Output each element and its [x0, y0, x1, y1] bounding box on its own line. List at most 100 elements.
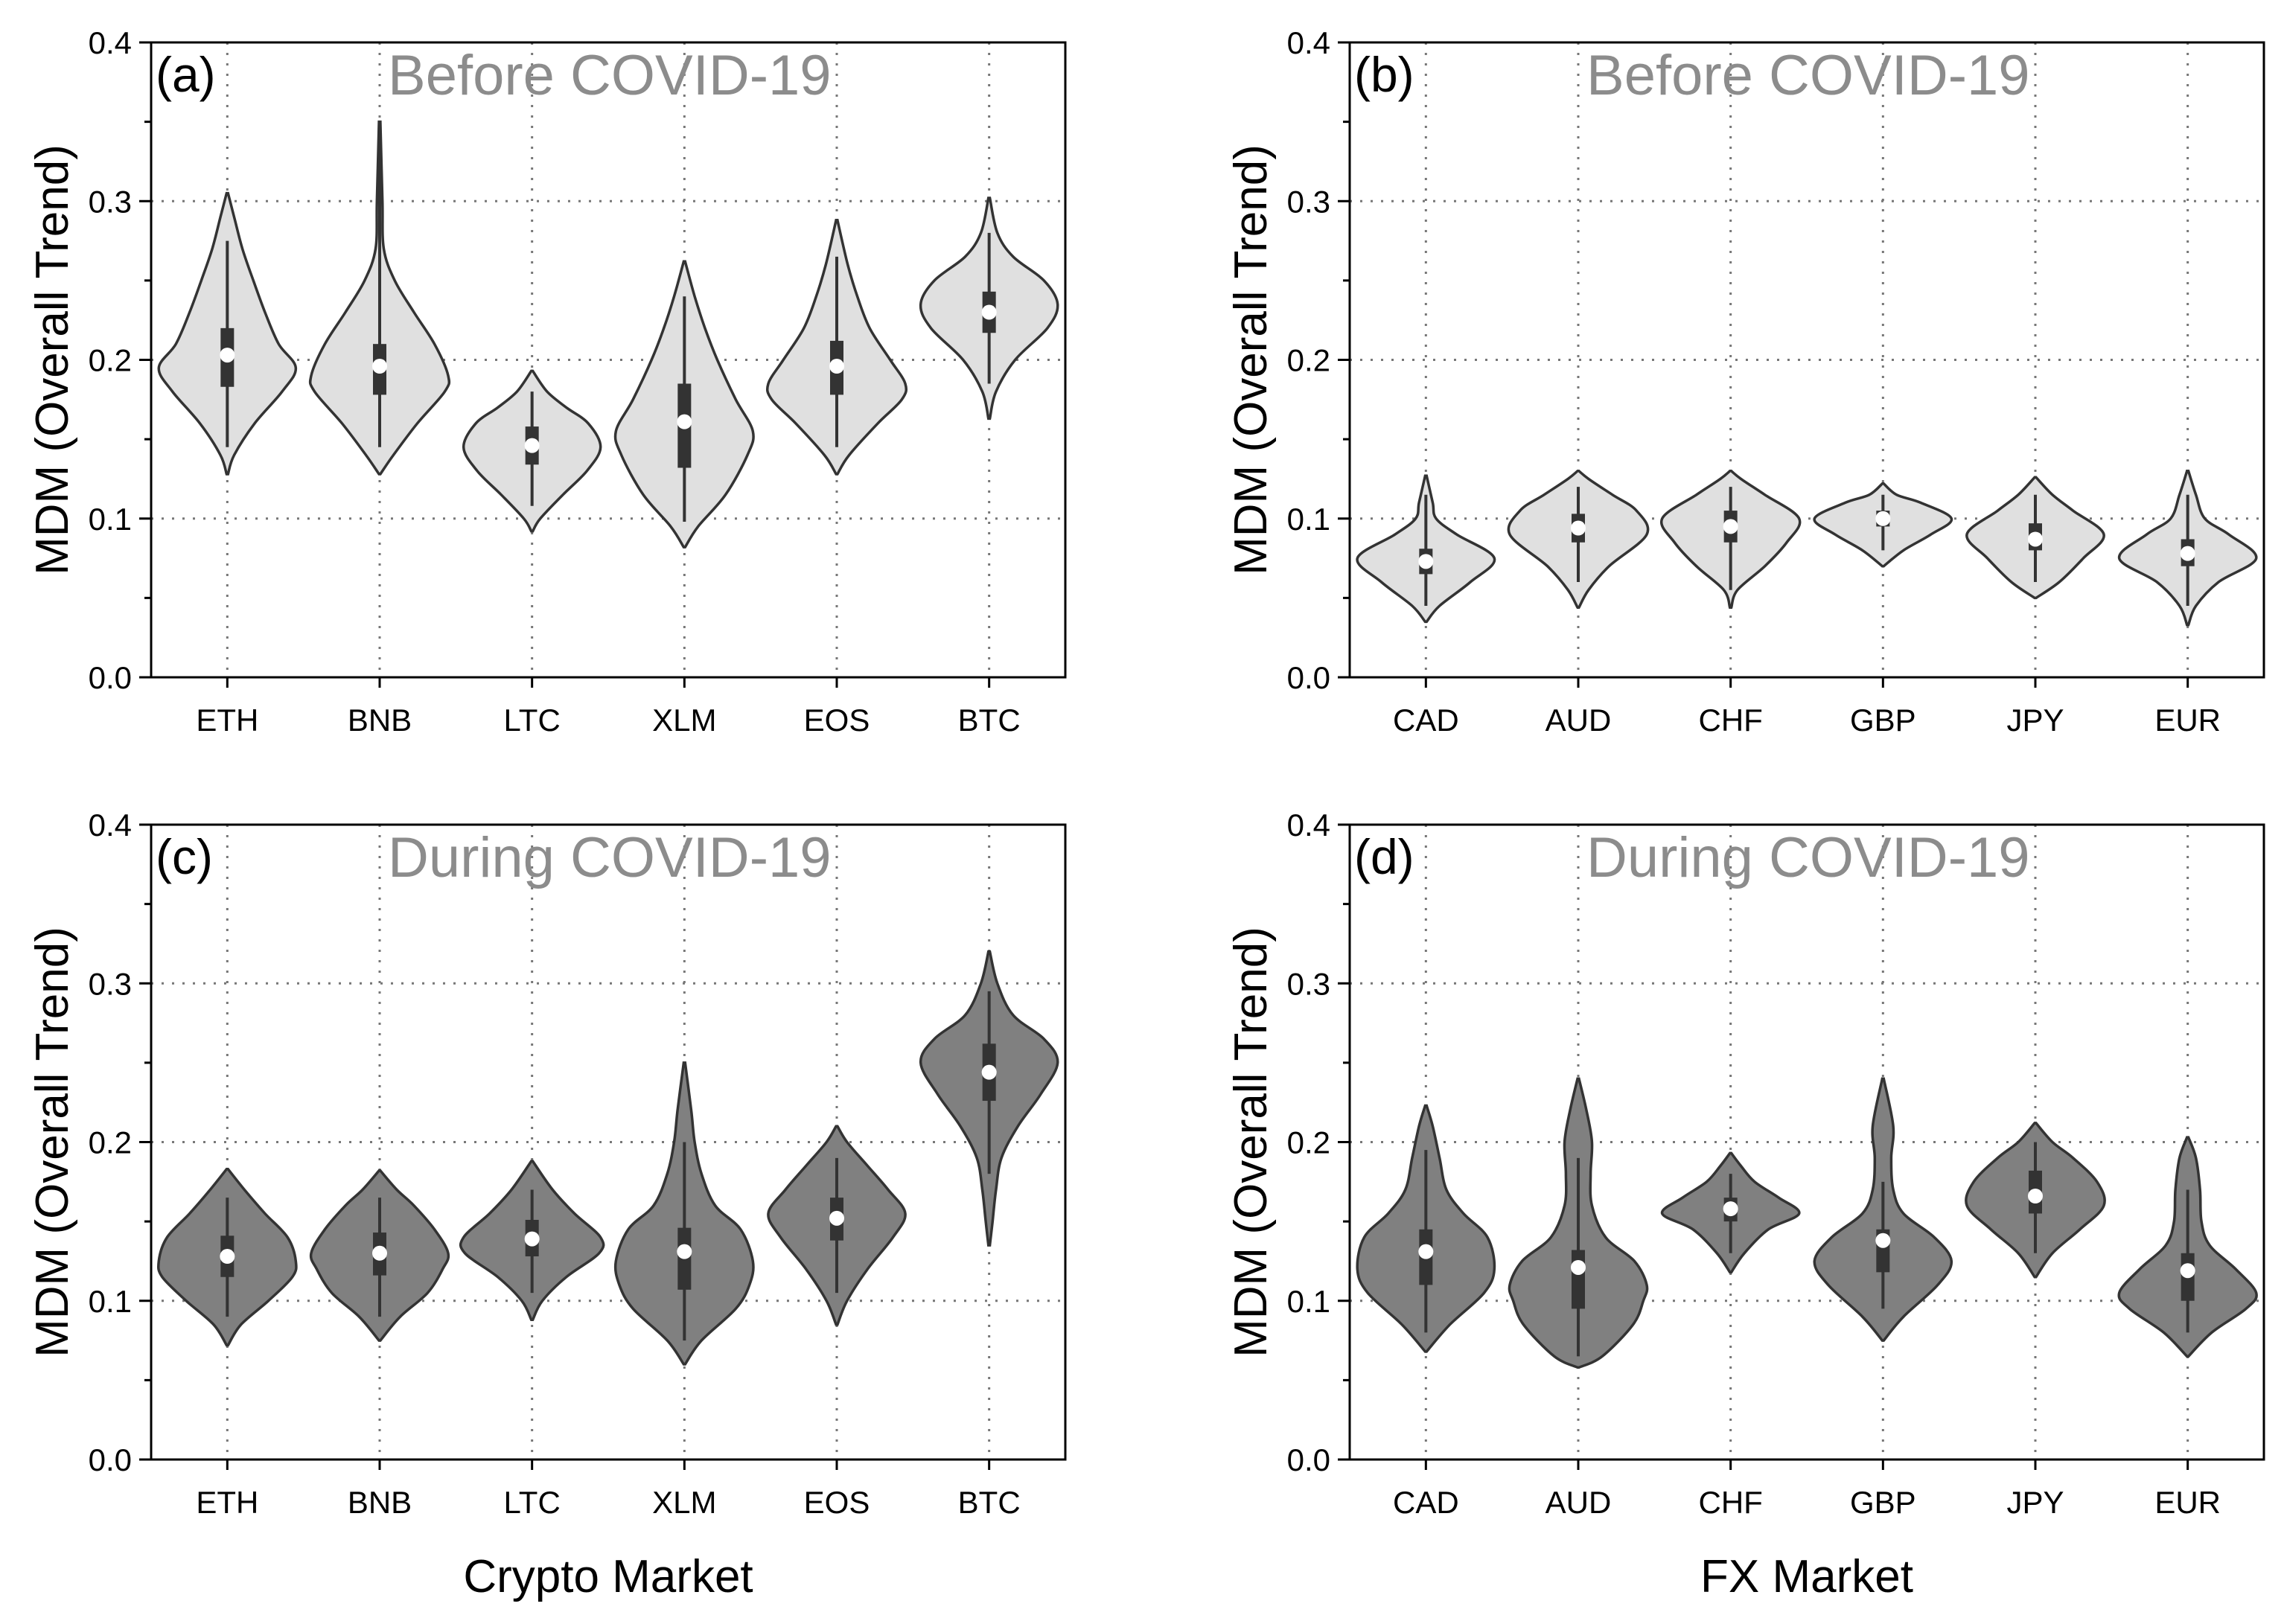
violin-median — [829, 359, 844, 374]
violin-median — [1875, 511, 1891, 526]
violin-btc — [919, 196, 1059, 421]
violin-eos — [765, 219, 908, 476]
violin-aud — [1507, 470, 1650, 609]
y-axis-title: MDM (Overall Trend) — [27, 927, 78, 1358]
violin-median — [2028, 1189, 2043, 1204]
violin-median — [220, 1249, 235, 1265]
violin-bnb — [309, 1169, 450, 1342]
x-tick-label: BTC — [958, 1485, 1021, 1520]
x-tick-label: AUD — [1545, 703, 1612, 738]
violin-bnb — [308, 120, 451, 476]
panel-label: (a) — [156, 47, 216, 102]
panel-title: Before COVID-19 — [1586, 44, 2030, 107]
violin-median — [981, 304, 997, 320]
y-tick-label: 0.2 — [89, 343, 132, 378]
violin-median — [372, 359, 387, 374]
x-tick-label: CAD — [1393, 703, 1459, 738]
panel-d: 0.0 0.1 0.2 0.3 0.4 CAD AUD CHF GBP JPY EUR (d) Duri… — [1225, 808, 2265, 1602]
x-tick-label: ETH — [196, 703, 258, 738]
panel-title: During COVID-19 — [1586, 826, 2030, 889]
violin-jpy — [1965, 1122, 2106, 1279]
y-tick-label: 0.3 — [1287, 966, 1330, 1001]
y-tick-label: 0.2 — [1287, 1125, 1330, 1160]
y-tick-label: 0.0 — [1287, 660, 1330, 695]
y-tick-label: 0.1 — [1287, 1284, 1330, 1319]
violin-ltc — [459, 1160, 605, 1322]
violin-median — [372, 1245, 387, 1261]
x-tick-label: JPY — [2006, 703, 2064, 738]
y-tick-label: 0.4 — [89, 25, 132, 60]
violin-eos — [767, 1125, 907, 1326]
violin-xlm — [613, 1061, 755, 1366]
panel-label: (d) — [1354, 829, 1414, 884]
violin-median — [1723, 519, 1738, 534]
y-tick-label: 0.2 — [1287, 343, 1330, 378]
x-tick-label: LTC — [504, 1485, 561, 1520]
panel-label: (c) — [156, 829, 213, 884]
x-tick-label: ETH — [196, 1485, 258, 1520]
x-tick-label: CHF — [1699, 703, 1763, 738]
x-axis-title: FX Market — [1700, 1551, 1913, 1602]
x-tick-label: GBP — [1850, 703, 1916, 738]
x-axis-title: Crypto Market — [463, 1551, 753, 1602]
y-tick-label: 0.2 — [89, 1125, 132, 1160]
violin-eth — [157, 191, 298, 476]
x-tick-label: BTC — [958, 703, 1021, 738]
panel-b: 0.0 0.1 0.2 0.3 0.4 CAD AUD CHF GBP JPY EUR (b) Befo… — [1225, 25, 2265, 738]
violin-median — [220, 348, 235, 363]
violin-median — [2028, 531, 2043, 547]
violin-cad — [1356, 1104, 1496, 1353]
y-tick-label: 0.4 — [1287, 25, 1330, 60]
violin-eur — [2117, 1136, 2258, 1358]
panel-title: During COVID-19 — [388, 826, 832, 889]
violin-median — [677, 414, 692, 429]
x-tick-label: EOS — [804, 1485, 870, 1520]
x-tick-label: BNB — [348, 703, 412, 738]
violin-median — [524, 1231, 540, 1247]
violin-median — [1723, 1201, 1738, 1217]
x-tick-label: AUD — [1545, 1485, 1612, 1520]
violin-median — [677, 1244, 692, 1259]
y-tick-label: 0.1 — [89, 1284, 132, 1319]
violin-xlm — [613, 260, 755, 549]
x-tick-label: CHF — [1699, 1485, 1763, 1520]
y-tick-label: 0.3 — [89, 966, 132, 1001]
x-tick-label: GBP — [1850, 1485, 1916, 1520]
violin-median — [1571, 1259, 1586, 1275]
x-tick-label: XLM — [652, 703, 716, 738]
violin-chf — [1659, 470, 1802, 609]
y-tick-label: 0.4 — [89, 808, 132, 843]
violin-eur — [2117, 470, 2258, 627]
violin-cad — [1356, 474, 1496, 624]
x-tick-label: XLM — [652, 1485, 716, 1520]
violin-gbp — [1813, 482, 1953, 568]
y-tick-label: 0.1 — [1287, 502, 1330, 537]
violin-box — [1572, 1250, 1585, 1309]
y-tick-label: 0.3 — [1287, 184, 1330, 219]
violin-median — [1418, 1244, 1434, 1259]
y-tick-label: 0.0 — [89, 1442, 132, 1477]
violin-median — [524, 438, 540, 453]
violin-median — [1875, 1233, 1891, 1248]
violin-median — [981, 1064, 997, 1080]
violin-median — [2180, 546, 2195, 561]
panel-title: Before COVID-19 — [388, 44, 832, 107]
y-tick-label: 0.0 — [1287, 1442, 1330, 1477]
panel-c: 0.0 0.1 0.2 0.3 0.4 ETH BNB LTC XLM EOS BTC (c) Duri… — [27, 808, 1067, 1602]
x-tick-label: JPY — [2006, 1485, 2064, 1520]
violin-median — [2180, 1263, 2195, 1279]
violin-eth — [156, 1168, 298, 1347]
violin-chf — [1660, 1151, 1801, 1274]
panel-a: 0.0 0.1 0.2 0.3 0.4 ETH BNB LTC XLM EOS BTC (a) Befo… — [27, 25, 1067, 738]
y-axis-title: MDM (Overall Trend) — [1225, 927, 1277, 1358]
violin-jpy — [1965, 476, 2105, 600]
x-tick-label: EOS — [804, 703, 870, 738]
x-tick-label: BNB — [348, 1485, 412, 1520]
x-tick-label: EUR — [2154, 1485, 2221, 1520]
y-tick-label: 0.3 — [89, 184, 132, 219]
y-tick-label: 0.1 — [89, 502, 132, 537]
x-tick-label: EUR — [2154, 703, 2221, 738]
violin-median — [829, 1210, 844, 1226]
violin-btc — [919, 950, 1059, 1247]
